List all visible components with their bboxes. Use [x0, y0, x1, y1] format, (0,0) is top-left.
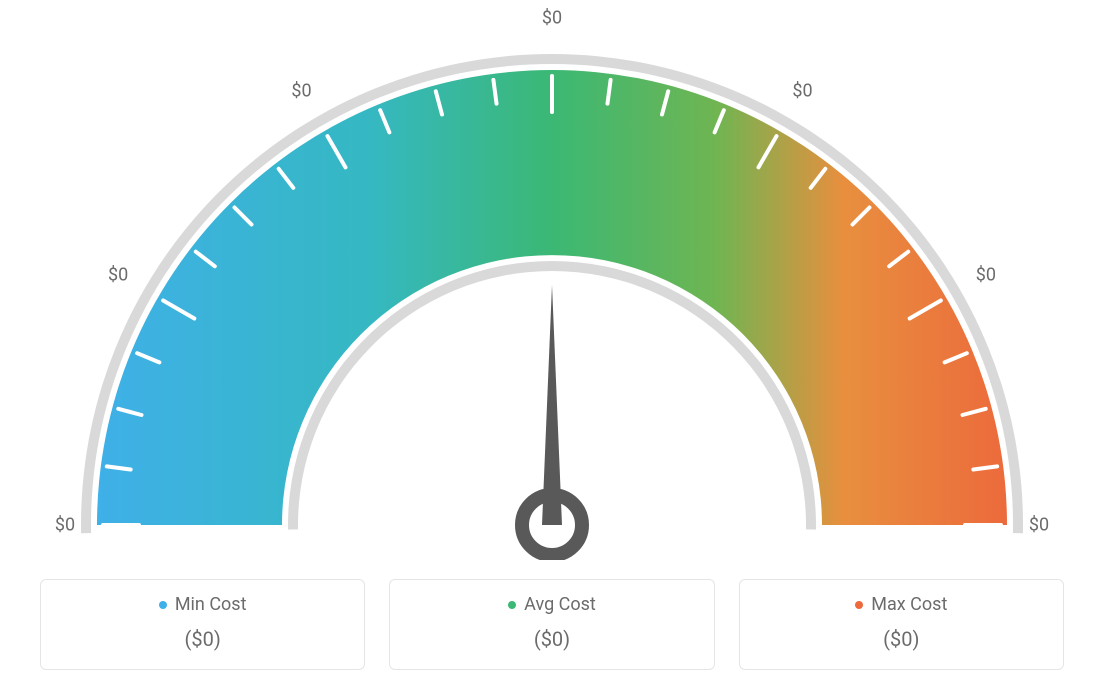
- gauge-tick-label: $0: [542, 8, 562, 29]
- legend-card-max: Max Cost ($0): [739, 579, 1064, 671]
- legend-card-avg: Avg Cost ($0): [389, 579, 714, 671]
- gauge-tick-label: $0: [108, 264, 128, 285]
- legend-value-min: ($0): [49, 627, 356, 651]
- cost-gauge-chart: $0 $0 $0 $0 $0 $0 $0 Min Cost ($0) Avg Cost ($…: [0, 0, 1104, 690]
- legend-title-min: Min Cost: [159, 594, 247, 615]
- gauge-area: $0 $0 $0 $0 $0 $0 $0: [0, 0, 1104, 560]
- legend-label-avg: Avg Cost: [524, 594, 596, 615]
- gauge-tick-label: $0: [792, 81, 812, 102]
- legend-value-avg: ($0): [398, 627, 705, 651]
- legend-label-min: Min Cost: [175, 594, 247, 615]
- gauge-tick-label: $0: [976, 264, 996, 285]
- legend-card-min: Min Cost ($0): [40, 579, 365, 671]
- legend-dot-avg: [508, 601, 516, 609]
- legend-value-max: ($0): [748, 627, 1055, 651]
- legend-dot-max: [855, 601, 863, 609]
- gauge-tick-label: $0: [55, 515, 75, 536]
- legend-row: Min Cost ($0) Avg Cost ($0) Max Cost ($0…: [40, 579, 1064, 671]
- legend-dot-min: [159, 601, 167, 609]
- legend-label-max: Max Cost: [871, 594, 947, 615]
- gauge-svg: [0, 0, 1104, 560]
- gauge-tick-label: $0: [1029, 515, 1049, 536]
- legend-title-avg: Avg Cost: [508, 594, 596, 615]
- gauge-tick-label: $0: [291, 81, 311, 102]
- legend-title-max: Max Cost: [855, 594, 947, 615]
